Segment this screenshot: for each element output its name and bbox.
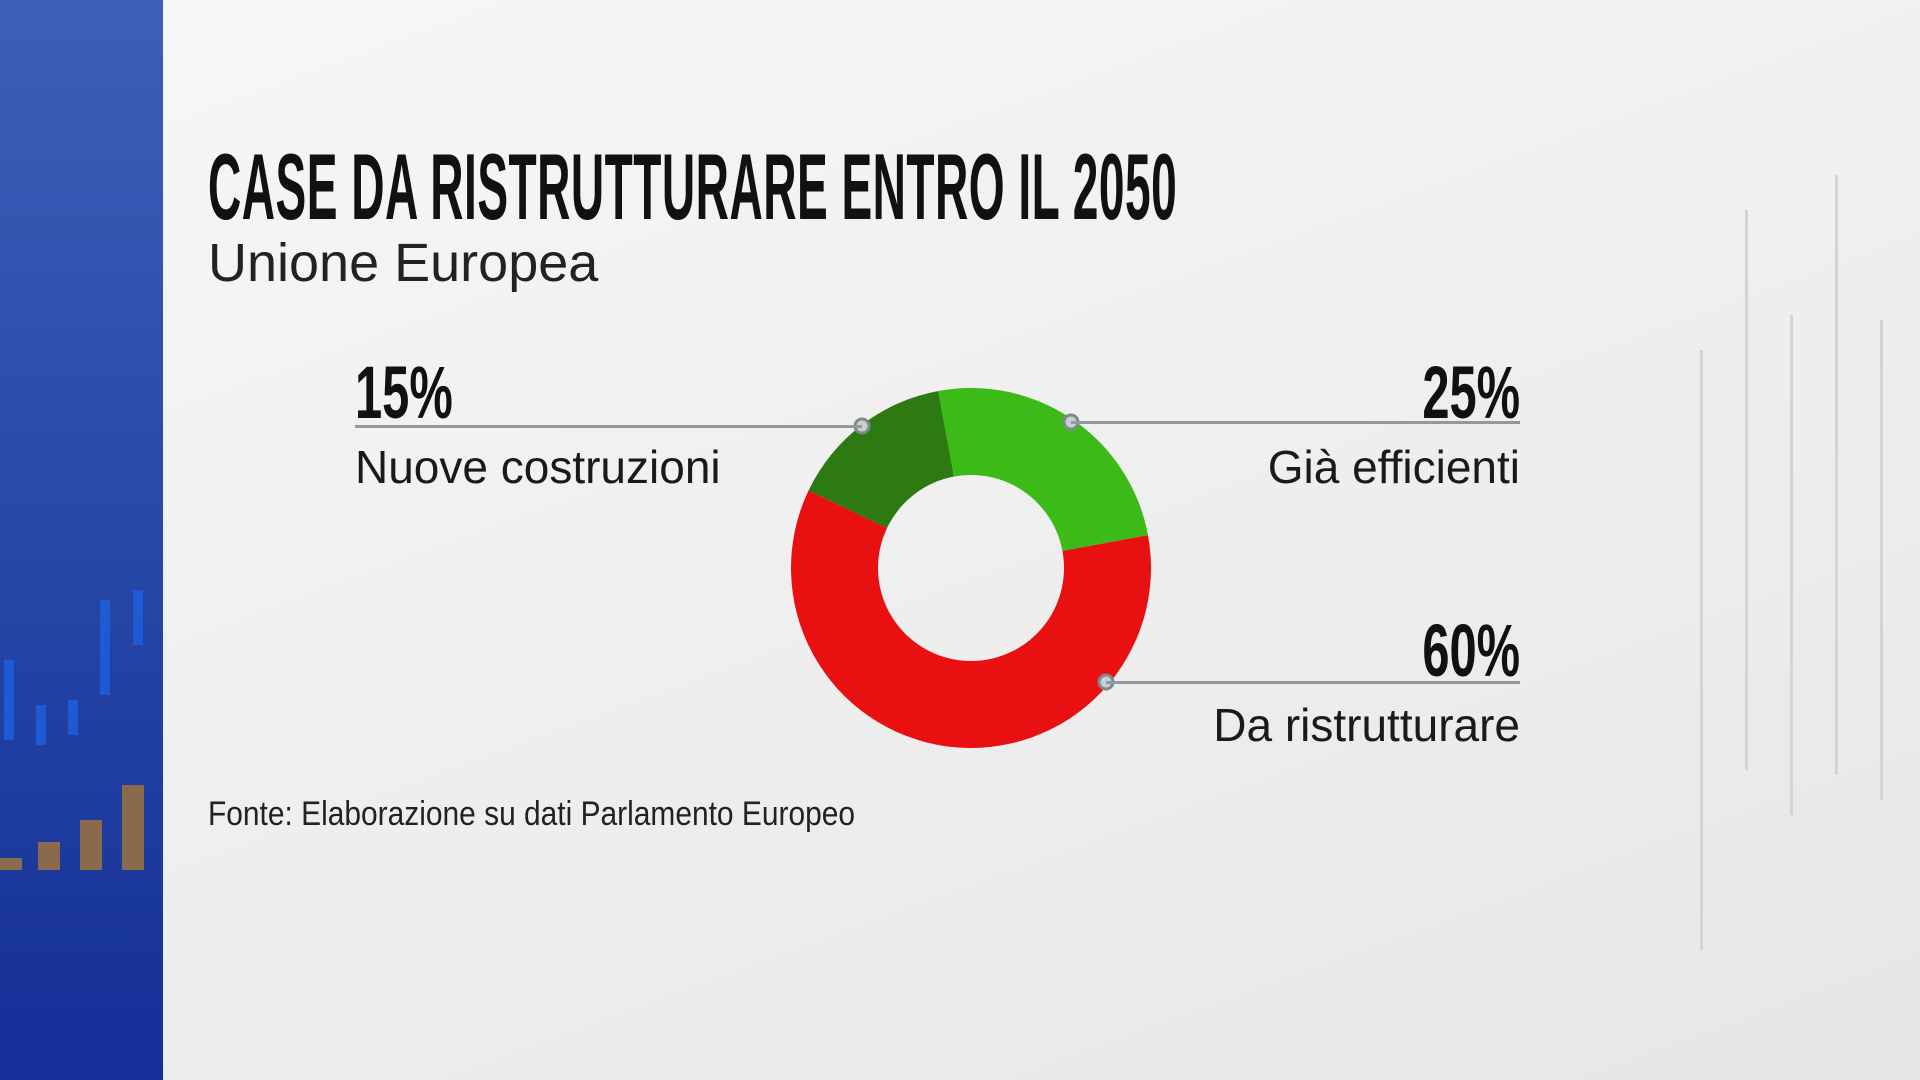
chart-title: CASE DA RISTRUTTURARE ENTRO IL 2050 xyxy=(208,134,1178,239)
decorative-line xyxy=(1745,210,1748,770)
decorative-candle xyxy=(4,660,14,740)
decorative-bar xyxy=(80,820,102,870)
decorative-bar xyxy=(38,842,60,870)
slice-label-nuove-costruzioni: Nuove costruzioni xyxy=(355,441,721,493)
decorative-bar xyxy=(0,858,22,870)
decorative-line xyxy=(1880,320,1883,800)
decorative-candle xyxy=(100,600,110,695)
donut-slice-0 xyxy=(808,391,955,528)
decorative-line xyxy=(1790,315,1793,815)
slice-value-da-ristrutturare: 60% xyxy=(1422,609,1520,692)
slice-label-gia-efficienti: Già efficienti xyxy=(1267,441,1520,493)
leader-line xyxy=(1106,681,1520,684)
chart-subtitle: Unione Europea xyxy=(208,233,599,293)
leader-line xyxy=(355,425,862,428)
source-note: Fonte: Elaborazione su dati Parlamento E… xyxy=(208,795,856,833)
decorative-bar xyxy=(122,785,144,870)
decorative-sidebar xyxy=(0,0,163,1080)
slice-value-nuove-costruzioni: 15% xyxy=(355,351,453,434)
decorative-line xyxy=(1835,175,1838,775)
donut-slice-1 xyxy=(938,388,1148,552)
donut-slice-2 xyxy=(790,490,1151,749)
decorative-candle xyxy=(68,700,78,735)
decorative-line xyxy=(1700,350,1703,950)
decorative-candle xyxy=(36,705,46,745)
slice-value-gia-efficienti: 25% xyxy=(1422,351,1520,434)
decorative-candle xyxy=(133,590,143,645)
leader-line xyxy=(1071,421,1520,424)
slice-label-da-ristrutturare: Da ristrutturare xyxy=(1213,699,1520,751)
